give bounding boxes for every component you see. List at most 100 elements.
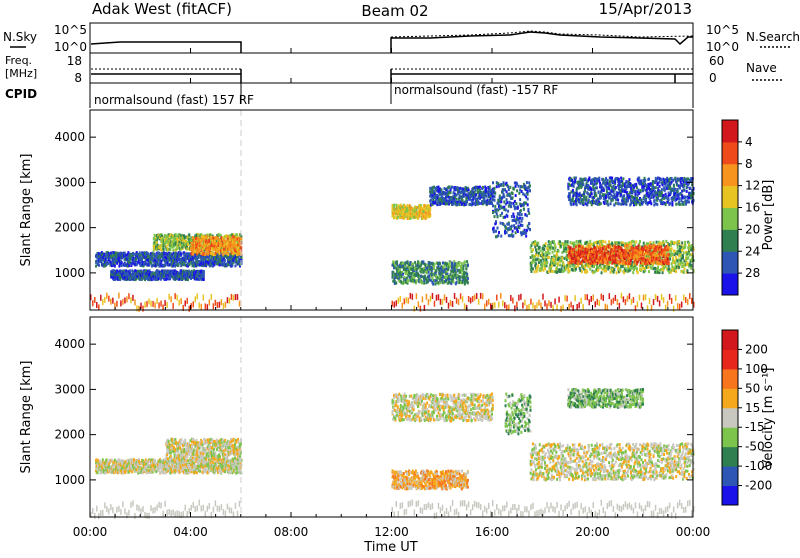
noise-left-label: N.Sky bbox=[3, 30, 37, 44]
scatter-point bbox=[672, 257, 674, 260]
scatter-point bbox=[678, 240, 680, 243]
scatter-point bbox=[545, 242, 547, 245]
scatter-point bbox=[567, 240, 569, 243]
scatter-point bbox=[529, 184, 531, 187]
scatter-point bbox=[512, 196, 514, 199]
scatter-point bbox=[555, 246, 557, 249]
scatter-point bbox=[493, 227, 495, 230]
scatter-point bbox=[508, 223, 510, 226]
scatter-point bbox=[495, 230, 497, 233]
scatter-point bbox=[493, 229, 495, 232]
scatter-point bbox=[560, 245, 562, 248]
scatter-point bbox=[518, 192, 520, 195]
scatter-point bbox=[510, 205, 512, 208]
scatter-point bbox=[537, 242, 539, 245]
scatter-point bbox=[180, 253, 182, 256]
scatter-point bbox=[575, 268, 577, 271]
scatter-point bbox=[535, 262, 537, 265]
scatter-point bbox=[525, 235, 527, 238]
scatter-point bbox=[188, 233, 190, 236]
scatter-point bbox=[549, 252, 551, 255]
scatter-point bbox=[554, 249, 556, 252]
scatter-point bbox=[416, 279, 418, 282]
scatter-point bbox=[128, 264, 130, 267]
scatter-point bbox=[435, 269, 437, 272]
scatter-point bbox=[633, 240, 635, 243]
noise-left-tick-top: 10^5 bbox=[54, 23, 87, 37]
scatter-point bbox=[505, 208, 507, 211]
scatter-point bbox=[393, 204, 395, 207]
scatter-point bbox=[555, 262, 557, 265]
scatter-point bbox=[515, 231, 517, 234]
scatter-point bbox=[434, 263, 436, 266]
scatter-point bbox=[447, 268, 449, 271]
scatter-point bbox=[503, 195, 505, 198]
scatter-point bbox=[616, 271, 618, 274]
noise-panel: N.Sky 10^5 10^0 10^5 10^0 N.Search bbox=[3, 23, 800, 54]
scatter-point bbox=[163, 248, 165, 251]
scatter-point bbox=[635, 241, 637, 244]
scatter-point bbox=[527, 190, 529, 193]
scatter-point bbox=[671, 253, 673, 256]
scatter-point bbox=[486, 195, 488, 198]
scatter-point bbox=[529, 228, 531, 231]
scatter-point bbox=[542, 251, 544, 254]
scatter-point bbox=[430, 199, 432, 202]
scatter-point bbox=[506, 201, 508, 204]
scatter-point bbox=[494, 195, 496, 198]
scatter-point bbox=[453, 280, 455, 283]
scatter-point bbox=[185, 260, 187, 263]
scatter-point bbox=[530, 270, 532, 273]
scatter-point bbox=[169, 248, 171, 251]
scatter-point bbox=[543, 253, 545, 256]
scatter-point bbox=[528, 212, 530, 215]
freq-label-line2: [MHz] bbox=[5, 67, 37, 80]
scatter-point bbox=[528, 222, 530, 225]
scatter-point bbox=[553, 240, 555, 243]
scatter-point bbox=[519, 217, 521, 220]
scatter-point bbox=[474, 188, 476, 191]
scatter-point bbox=[656, 241, 658, 244]
scatter-point bbox=[129, 269, 131, 272]
scatter-point bbox=[608, 240, 610, 243]
scatter-point bbox=[644, 269, 646, 272]
scatter-point bbox=[240, 237, 242, 240]
scatter-point bbox=[589, 268, 591, 271]
cpid-segment-1: normalsound (fast) -157 RF bbox=[394, 83, 558, 97]
freq-right-tick-bottom: 0 bbox=[709, 71, 717, 85]
scatter-point bbox=[227, 253, 229, 256]
scatter-point bbox=[464, 260, 466, 263]
scatter-point bbox=[561, 256, 563, 259]
scatter-point bbox=[542, 262, 544, 265]
scatter-point bbox=[532, 267, 534, 270]
scatter-point bbox=[512, 230, 514, 233]
scatter-point bbox=[451, 261, 453, 264]
freq-label-line1: Freq. bbox=[5, 54, 32, 67]
scatter-point bbox=[491, 202, 493, 205]
scatter-point bbox=[503, 181, 505, 184]
scatter-point bbox=[496, 185, 498, 188]
scatter-point bbox=[657, 266, 659, 269]
cpid-segment-0: normalsound (fast) 157 RF bbox=[94, 93, 254, 107]
scatter-point bbox=[495, 220, 497, 223]
scatter-point bbox=[552, 251, 554, 254]
scatter-point bbox=[506, 190, 508, 193]
scatter-point bbox=[450, 188, 452, 191]
scatter-point bbox=[421, 281, 423, 284]
scatter-point bbox=[519, 198, 521, 201]
scatter-point bbox=[579, 240, 581, 243]
scatter-point bbox=[199, 249, 201, 252]
scatter-point bbox=[543, 248, 545, 251]
scatter-point bbox=[521, 213, 523, 216]
noise-right-label: N.Search bbox=[746, 30, 800, 44]
scatter-point bbox=[450, 273, 452, 276]
scatter-point bbox=[516, 189, 518, 192]
scatter-point bbox=[407, 279, 409, 282]
scatter-point bbox=[200, 244, 202, 247]
cpid-panel: CPID normalsound (fast) 157 RF normalsou… bbox=[5, 83, 693, 108]
scatter-point bbox=[462, 199, 464, 202]
scatter-point bbox=[647, 266, 649, 269]
scatter-point bbox=[662, 271, 664, 274]
